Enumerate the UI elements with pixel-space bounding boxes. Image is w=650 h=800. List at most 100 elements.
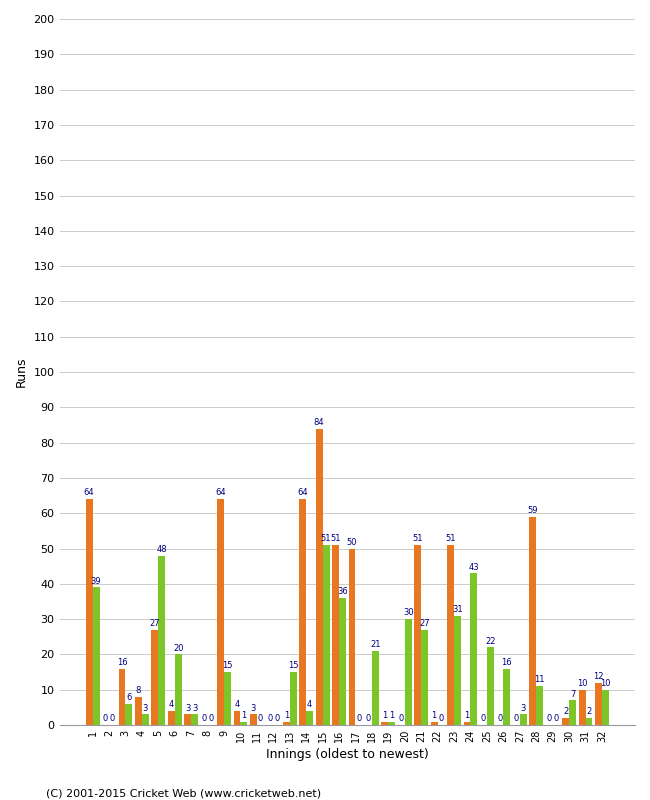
Bar — [191, 714, 198, 725]
Text: 0: 0 — [366, 714, 371, 723]
Y-axis label: Runs: Runs — [15, 357, 28, 387]
Text: 2: 2 — [563, 707, 568, 716]
Text: 0: 0 — [398, 714, 404, 723]
Text: 0: 0 — [481, 714, 486, 723]
Bar — [250, 714, 257, 725]
Text: 0: 0 — [439, 714, 444, 723]
Bar — [348, 549, 356, 725]
Text: 0: 0 — [356, 714, 361, 723]
Text: 3: 3 — [142, 704, 148, 713]
Bar — [529, 517, 536, 725]
Text: 3: 3 — [192, 704, 198, 713]
Text: 6: 6 — [126, 693, 131, 702]
Bar — [487, 647, 494, 725]
Bar — [175, 654, 181, 725]
Text: 64: 64 — [84, 488, 94, 498]
Text: 22: 22 — [485, 637, 496, 646]
Text: 0: 0 — [547, 714, 552, 723]
Text: 0: 0 — [209, 714, 214, 723]
Bar — [151, 630, 159, 725]
Bar — [536, 686, 543, 725]
Bar — [290, 672, 296, 725]
Text: 1: 1 — [241, 710, 246, 720]
Bar — [431, 722, 437, 725]
Bar — [414, 545, 421, 725]
Text: 4: 4 — [235, 700, 240, 709]
Bar — [569, 700, 576, 725]
Text: 10: 10 — [600, 679, 610, 688]
Bar — [299, 499, 306, 725]
Text: 51: 51 — [445, 534, 456, 543]
Bar — [595, 682, 602, 725]
Text: 0: 0 — [554, 714, 559, 723]
Text: 10: 10 — [577, 679, 588, 688]
Text: 0: 0 — [497, 714, 502, 723]
Text: 27: 27 — [150, 619, 160, 628]
Text: 64: 64 — [298, 488, 308, 498]
Bar — [86, 499, 92, 725]
Text: 12: 12 — [593, 672, 604, 681]
Text: 1: 1 — [283, 710, 289, 720]
Text: 8: 8 — [136, 686, 141, 695]
Bar — [125, 704, 133, 725]
Bar — [168, 711, 175, 725]
Text: 0: 0 — [103, 714, 108, 723]
Text: 0: 0 — [202, 714, 207, 723]
Bar — [454, 616, 461, 725]
Bar — [388, 722, 395, 725]
Bar — [586, 718, 592, 725]
Text: 4: 4 — [169, 700, 174, 709]
Text: 27: 27 — [419, 619, 430, 628]
Text: 1: 1 — [389, 710, 395, 720]
Text: 0: 0 — [514, 714, 519, 723]
Bar — [339, 598, 346, 725]
Text: 51: 51 — [330, 534, 341, 543]
Text: 15: 15 — [288, 662, 298, 670]
Text: 43: 43 — [469, 562, 479, 571]
Bar — [240, 722, 248, 725]
Text: 2: 2 — [586, 707, 592, 716]
Text: 0: 0 — [110, 714, 115, 723]
Bar — [316, 429, 322, 725]
Bar — [322, 545, 330, 725]
Bar — [185, 714, 191, 725]
Text: 11: 11 — [534, 675, 545, 685]
Text: 0: 0 — [274, 714, 280, 723]
Text: 1: 1 — [382, 710, 387, 720]
Text: 3: 3 — [521, 704, 526, 713]
Text: 20: 20 — [173, 644, 183, 653]
Bar — [405, 619, 411, 725]
Text: 64: 64 — [215, 488, 226, 498]
Text: 31: 31 — [452, 605, 463, 614]
Text: 51: 51 — [413, 534, 423, 543]
Text: 59: 59 — [528, 506, 538, 515]
Text: 0: 0 — [267, 714, 272, 723]
Bar — [503, 669, 510, 725]
Bar — [382, 722, 388, 725]
Bar — [135, 697, 142, 725]
Bar — [562, 718, 569, 725]
Bar — [463, 722, 471, 725]
Text: 30: 30 — [403, 609, 413, 618]
X-axis label: Innings (oldest to newest): Innings (oldest to newest) — [266, 748, 428, 761]
Bar — [421, 630, 428, 725]
Bar — [142, 714, 149, 725]
Text: 3: 3 — [185, 704, 190, 713]
Bar — [217, 499, 224, 725]
Bar — [92, 587, 99, 725]
Bar — [471, 574, 477, 725]
Bar — [159, 556, 165, 725]
Bar — [283, 722, 290, 725]
Text: 84: 84 — [314, 418, 324, 426]
Bar — [447, 545, 454, 725]
Bar — [233, 711, 240, 725]
Text: (C) 2001-2015 Cricket Web (www.cricketweb.net): (C) 2001-2015 Cricket Web (www.cricketwe… — [46, 788, 320, 798]
Text: 1: 1 — [464, 710, 470, 720]
Bar — [332, 545, 339, 725]
Text: 15: 15 — [222, 662, 233, 670]
Text: 0: 0 — [258, 714, 263, 723]
Text: 36: 36 — [337, 587, 348, 596]
Bar — [372, 651, 379, 725]
Text: 1: 1 — [432, 710, 437, 720]
Text: 16: 16 — [502, 658, 512, 667]
